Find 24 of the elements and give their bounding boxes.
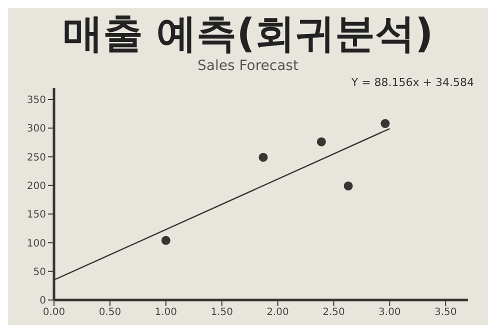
point (258, 152, 268, 162)
y-tick-label: 350 (26, 95, 46, 106)
x-tick-label: 3.50 (434, 307, 457, 318)
y-tick-label: 200 (26, 180, 46, 192)
y-tick-label: 50 (33, 266, 46, 278)
x-tick-label: 3.00 (378, 307, 401, 318)
x-tick-label: 0.50 (98, 307, 122, 318)
y-tick-label: 0 (40, 296, 46, 307)
y-tick-label: 100 (26, 238, 46, 250)
x-tick-label: 2.50 (322, 307, 345, 318)
point (316, 137, 326, 146)
y-tick-label: 250 (26, 152, 46, 164)
x-tick-label: 1.50 (210, 307, 233, 318)
point (344, 181, 353, 190)
x-tick-label: 2.00 (266, 307, 289, 318)
x-tick-label: 0.00 (42, 307, 66, 318)
x-tick-label: 1.00 (154, 307, 178, 318)
annotation: Y = 88.156x + 34.584 (351, 76, 474, 89)
chart-subtitle: Sales Forecast (196, 58, 300, 74)
chart-title: 매출 예측(회귀분석) (62, 10, 434, 58)
point (161, 236, 170, 245)
y-tick-label: 150 (26, 210, 46, 221)
y-tick-label: 300 (26, 124, 46, 135)
point (380, 119, 390, 128)
